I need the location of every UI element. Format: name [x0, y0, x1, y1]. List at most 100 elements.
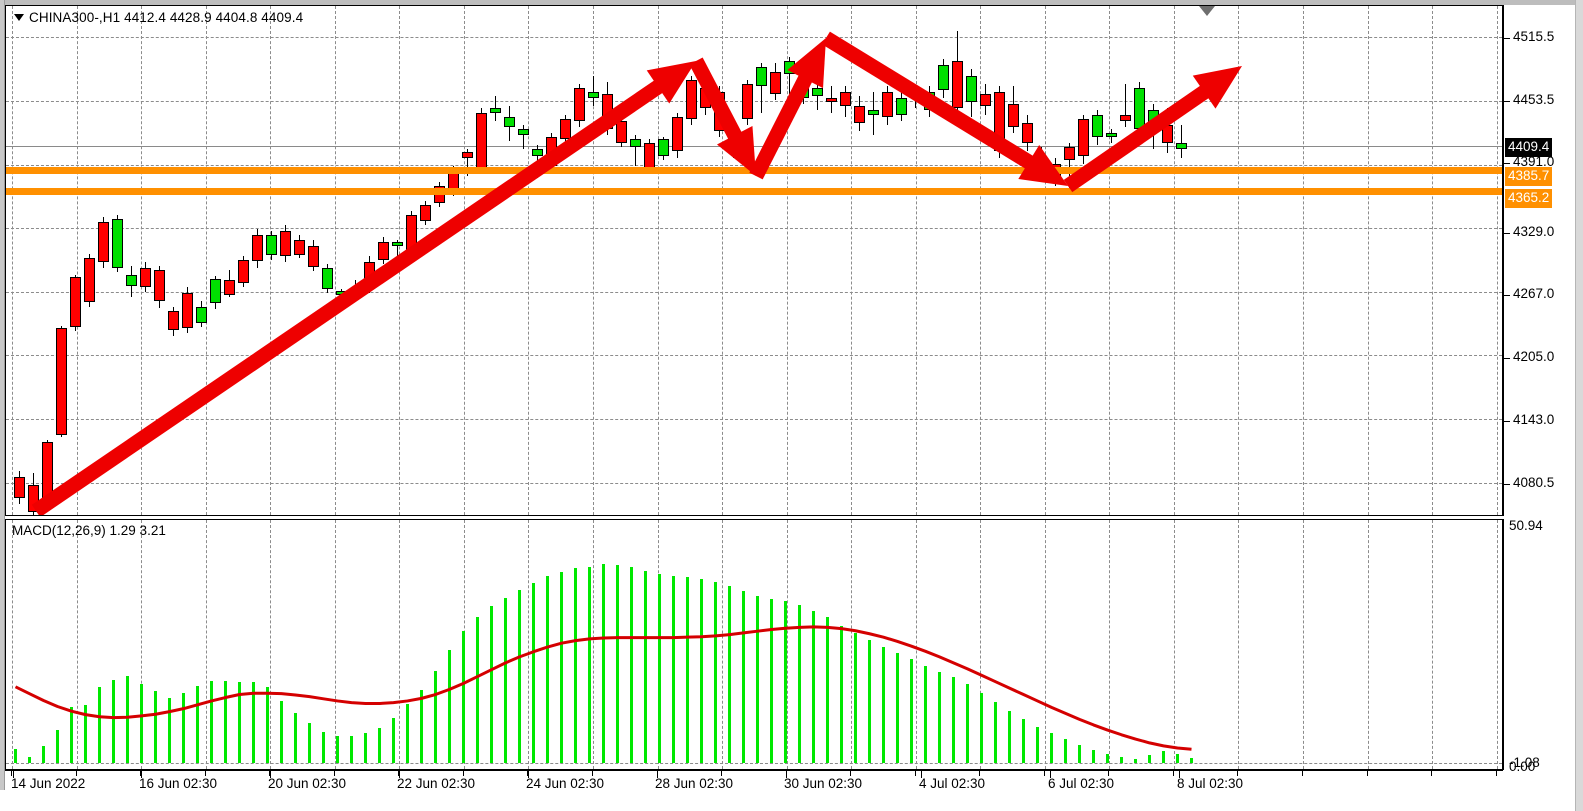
candlestick[interactable] — [420, 204, 431, 222]
candlestick[interactable] — [56, 327, 67, 436]
candlestick[interactable] — [1134, 87, 1145, 129]
vertical-scrollbar[interactable] — [1575, 0, 1583, 811]
candlestick[interactable] — [378, 241, 389, 260]
candlestick[interactable] — [308, 245, 319, 268]
candlestick[interactable] — [126, 275, 137, 286]
candlestick[interactable] — [700, 87, 711, 109]
candlestick[interactable] — [14, 477, 25, 498]
candlestick[interactable] — [154, 270, 165, 301]
macd-axis[interactable]: 50.94 -1.08 0.00 — [1503, 519, 1575, 773]
candlestick[interactable] — [1148, 110, 1159, 131]
candlestick[interactable] — [392, 241, 403, 246]
candlestick[interactable] — [140, 268, 151, 287]
candlestick[interactable] — [98, 222, 109, 263]
candlestick[interactable] — [518, 128, 529, 136]
candlestick[interactable] — [476, 112, 487, 170]
candlestick[interactable] — [644, 143, 655, 170]
candlestick[interactable] — [630, 139, 641, 148]
triangle-down-icon[interactable] — [14, 13, 24, 21]
candlestick[interactable] — [406, 214, 417, 250]
candlestick[interactable] — [1078, 118, 1089, 156]
uptrend-arrow-2[interactable] — [749, 38, 826, 180]
price-plot-area[interactable] — [6, 6, 1502, 515]
candlestick[interactable] — [322, 268, 333, 289]
macd-histogram-bar — [798, 605, 801, 763]
candlestick[interactable] — [1162, 124, 1173, 144]
macd-plot-area[interactable] — [6, 520, 1502, 769]
candlestick[interactable] — [938, 65, 949, 90]
candlestick[interactable] — [896, 98, 907, 115]
candlestick[interactable] — [616, 120, 627, 144]
candlestick[interactable] — [966, 75, 977, 103]
candlestick[interactable] — [924, 92, 935, 111]
candlestick[interactable] — [84, 257, 95, 302]
candlestick[interactable] — [1106, 132, 1117, 138]
candlestick[interactable] — [798, 77, 809, 99]
candlestick[interactable] — [252, 235, 263, 261]
candlestick[interactable] — [1120, 114, 1131, 121]
candlestick[interactable] — [210, 279, 221, 303]
candlestick[interactable] — [952, 61, 963, 109]
price-level-tag[interactable]: 4385.7 — [1505, 167, 1553, 186]
candlestick[interactable] — [280, 231, 291, 256]
candlestick[interactable] — [658, 139, 669, 156]
candlestick[interactable] — [980, 94, 991, 107]
candlestick[interactable] — [70, 277, 81, 327]
candlestick[interactable] — [910, 89, 921, 99]
candlestick[interactable] — [350, 288, 361, 297]
candlestick[interactable] — [812, 87, 823, 97]
time-axis[interactable]: 14 Jun 2022 16 Jun 02:30 20 Jun 02:30 22 Ju… — [5, 770, 1503, 806]
candlestick[interactable] — [224, 280, 235, 295]
candlestick[interactable] — [532, 149, 543, 156]
candlestick[interactable] — [336, 290, 347, 295]
candlestick[interactable] — [868, 110, 879, 115]
candlestick[interactable] — [882, 92, 893, 117]
candlestick[interactable] — [1176, 143, 1187, 150]
candlestick[interactable] — [42, 442, 53, 500]
candlestick[interactable] — [504, 116, 515, 127]
candlestick[interactable] — [686, 79, 697, 119]
candlestick[interactable] — [168, 311, 179, 330]
candlestick[interactable] — [728, 130, 739, 152]
candlestick[interactable] — [546, 137, 557, 166]
candlestick[interactable] — [742, 83, 753, 119]
candlestick[interactable] — [1022, 122, 1033, 144]
candlestick[interactable] — [602, 94, 613, 129]
price-axis[interactable]: 4515.5 4453.5 4409.4 4391.0 4385.7 4365.2 4329… — [1503, 5, 1575, 516]
candlestick[interactable] — [756, 67, 767, 86]
candlestick[interactable] — [1092, 114, 1103, 138]
candlestick[interactable] — [840, 92, 851, 107]
candlestick[interactable] — [994, 92, 1005, 152]
candlestick[interactable] — [112, 219, 123, 269]
candlestick[interactable] — [1008, 104, 1019, 127]
candlestick[interactable] — [588, 92, 599, 99]
chart-position-marker-icon[interactable] — [1199, 6, 1215, 16]
price-chart-panel[interactable]: CHINA300-,H1 4412.4 4428.9 4404.8 4409.4 — [5, 5, 1503, 516]
candlestick[interactable] — [770, 71, 781, 95]
candlestick[interactable] — [28, 485, 39, 512]
price-level-tag[interactable]: 4365.2 — [1505, 189, 1553, 208]
candlestick[interactable] — [714, 92, 725, 131]
candlestick[interactable] — [826, 98, 837, 103]
candlestick[interactable] — [196, 307, 207, 324]
macd-histogram-bar — [826, 617, 829, 763]
candlestick[interactable] — [574, 87, 585, 121]
candlestick[interactable] — [182, 292, 193, 328]
candlestick[interactable] — [854, 106, 865, 123]
candlestick[interactable] — [1064, 147, 1075, 160]
macd-indicator-panel[interactable]: MACD(12,26,9) 1.29 3.21 — [5, 519, 1503, 770]
price-level-line-2[interactable] — [6, 188, 1502, 196]
candlestick[interactable] — [462, 152, 473, 158]
candlestick[interactable] — [672, 116, 683, 152]
vertical-gridline — [1367, 6, 1369, 515]
candlestick[interactable] — [490, 108, 501, 113]
candlestick[interactable] — [294, 239, 305, 255]
candlestick[interactable] — [560, 118, 571, 140]
candlestick[interactable] — [364, 262, 375, 289]
candlestick[interactable] — [784, 61, 795, 74]
price-level-line-1[interactable] — [6, 167, 1502, 175]
candlestick[interactable] — [238, 259, 249, 283]
time-axis-minor-tick — [1302, 771, 1303, 776]
macd-histogram-bar — [658, 573, 661, 763]
candlestick[interactable] — [266, 235, 277, 255]
